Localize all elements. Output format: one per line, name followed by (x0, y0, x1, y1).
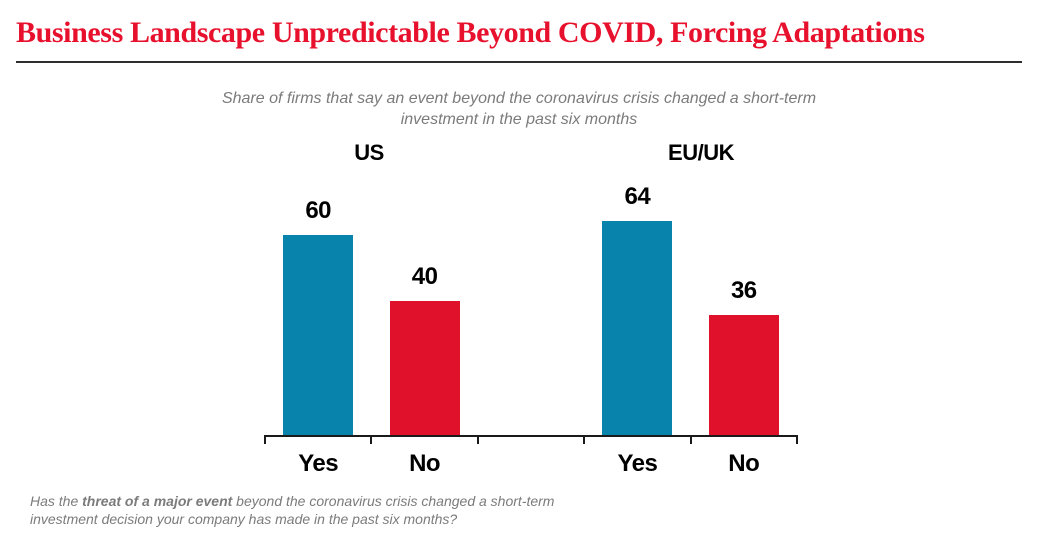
bar-eu-uk-yes (602, 221, 673, 435)
axis-tick (476, 435, 479, 444)
axis-tick (689, 435, 692, 444)
group-label-us: US (354, 140, 384, 165)
chart-subtitle-line-2: investment in the past six months (400, 111, 638, 128)
survey-question: Has the threat of a major event beyond t… (30, 492, 554, 528)
page-title: Business Landscape Unpredictable Beyond … (16, 16, 925, 49)
survey-question-line-2: investment decision your company has mad… (30, 511, 458, 527)
category-label-eu-uk-yes: Yes (617, 450, 658, 477)
axis-tick (796, 435, 798, 444)
x-axis-line (265, 435, 797, 437)
value-label-us-yes: 60 (305, 197, 332, 224)
value-label-eu-uk-no: 36 (730, 277, 757, 304)
value-label-us-no: 40 (411, 263, 438, 290)
axis-tick (370, 435, 373, 444)
category-label-us-no: No (409, 450, 441, 477)
chart-subtitle-line-1: Share of firms that say an event beyond … (221, 90, 817, 107)
bar-eu-uk-no (708, 315, 779, 435)
survey-question-rest: beyond the coronavirus crisis changed a … (232, 493, 555, 509)
title-divider (16, 61, 1022, 63)
chart-subtitle: Share of firms that say an event beyond … (0, 88, 1038, 130)
group-label-eu-uk: EU/UK (668, 140, 734, 165)
bar-us-no (389, 301, 460, 435)
category-label-eu-uk-no: No (728, 450, 760, 477)
survey-question-prefix: Has the (30, 493, 83, 509)
axis-tick (264, 435, 266, 444)
survey-question-bold: threat of a major event (82, 493, 233, 509)
axis-tick (583, 435, 586, 444)
value-label-eu-uk-yes: 64 (624, 183, 651, 210)
bar-us-yes (283, 235, 354, 435)
category-label-us-yes: Yes (298, 450, 339, 477)
